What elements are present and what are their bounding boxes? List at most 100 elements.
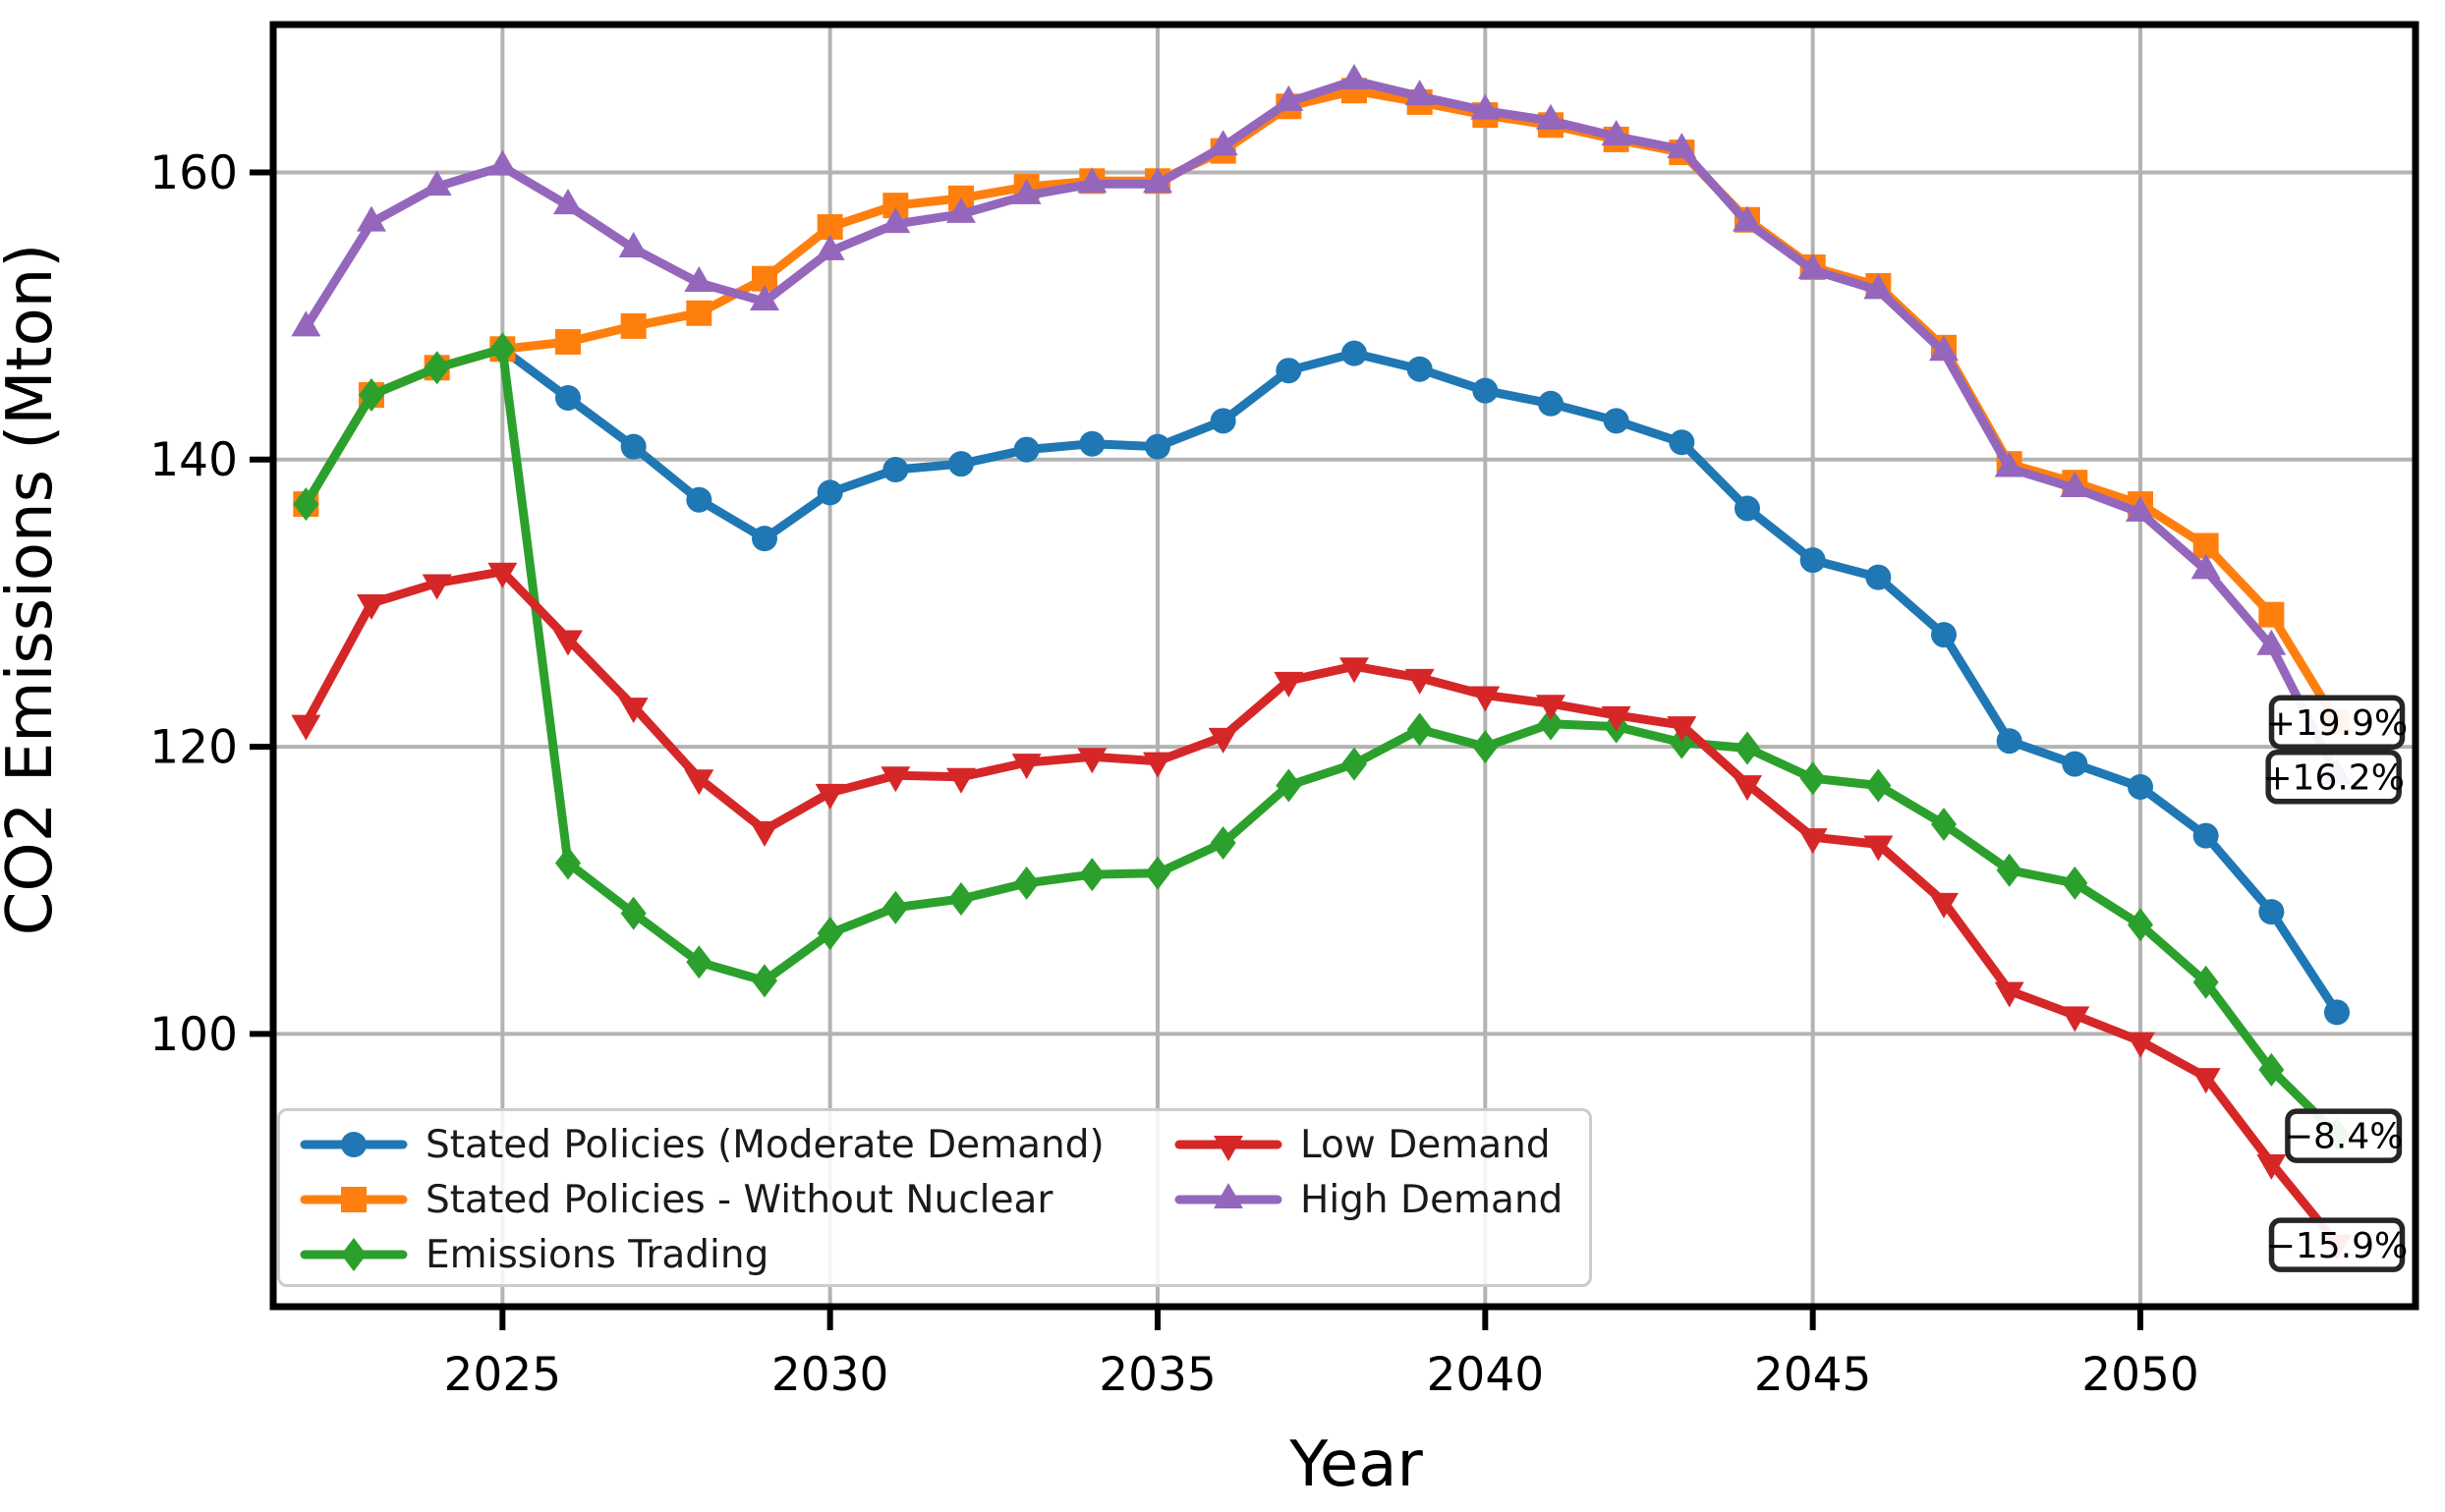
data-point [1079,858,1106,892]
data-point [2190,1068,2221,1094]
data-point [686,486,712,513]
annotation-box [2265,750,2402,805]
annotation-box [2285,1108,2403,1163]
data-point [2192,965,2219,999]
data-point [1929,892,1959,919]
data-point [2128,908,2153,942]
y-tick-label: 140 [149,433,238,487]
data-point [1863,273,1894,300]
data-point [1734,731,1760,765]
data-point [341,1238,367,1271]
legend-item-stated-policies-no-nuclear: Stated Policies - Without Nuclear [300,1172,1174,1227]
end-value-annotation: −15.9% [2266,1217,2408,1272]
data-point [1538,706,1564,741]
x-tick-label: 2050 [2081,1348,2199,1402]
data-point [815,234,845,260]
series-line [301,567,2342,1249]
data-point [1734,495,1760,522]
data-point [948,881,974,916]
data-point [1470,93,1501,120]
data-point [293,487,319,522]
legend-label: High Demand [1300,1177,1564,1222]
axes-layer: 2025 2030 2035 2040 2045 2050 100 120 140 160 [149,21,2419,1402]
data-point [2126,495,2155,522]
data-point [555,846,581,880]
data-point [422,170,452,196]
data-point [1208,130,1238,156]
data-point [1865,564,1892,590]
data-point [1996,853,2022,887]
series-line [301,85,2342,727]
data-point [1276,768,1302,803]
legend-label: Low Demand [1300,1122,1551,1167]
data-point [750,820,779,847]
data-point [553,630,583,656]
data-point [2324,999,2350,1026]
data-point [618,231,649,257]
data-point [487,562,518,588]
data-point [684,769,714,796]
x-tick-label: 2035 [1099,1348,1217,1402]
data-point [1077,748,1108,774]
data-point [620,896,647,930]
data-point [817,479,843,506]
data-point [1210,408,1236,434]
data-point [2128,773,2153,800]
data-point [2062,751,2088,777]
data-point [1470,686,1501,712]
data-point [553,189,583,215]
data-point [359,378,384,413]
data-point [1733,205,1762,232]
x-tick-label: 2025 [444,1348,562,1402]
data-point [1214,1136,1243,1161]
data-point [1210,825,1236,860]
legend-item-stated-policies-moderate: Stated Policies (Moderate Demand) [300,1117,1174,1172]
data-point [422,574,452,600]
end-value-annotation: +19.9% [2266,695,2408,750]
data-point [1931,807,1957,841]
data-point [1797,252,1828,279]
y-axis-label: CO2 Emissions (Mton) [0,244,67,936]
annotation-layer: +19.9% +16.2% −8.4% −15.9% [2262,695,2408,1272]
data-point [1011,754,1042,780]
data-point [1145,433,1170,460]
data-point [881,766,911,793]
line-triangle-down-swatch-icon [1174,1136,1282,1161]
data-point [1013,866,1040,900]
data-point [1669,429,1695,456]
data-point [2258,1052,2285,1087]
data-point [1406,712,1433,747]
data-point [1536,103,1565,130]
data-point [1143,167,1172,194]
data-point [1079,430,1106,457]
data-point [489,332,516,366]
data-point [2256,629,2287,655]
data-point [2190,553,2221,580]
data-point [1472,377,1499,404]
data-point [2192,822,2219,849]
data-point [1472,730,1499,764]
x-axis-label: Year [1288,1428,1423,1501]
data-point [1667,716,1697,743]
data-point [620,312,647,339]
data-point [946,196,976,223]
series-diamond [293,332,2350,1151]
x-tick-label: 2040 [1427,1348,1545,1402]
legend-label: Stated Policies - Without Nuclear [426,1177,1053,1222]
data-point [1341,747,1367,781]
line-triangle-up-swatch-icon [1174,1183,1282,1208]
data-point [1996,728,2022,755]
legend-item-high-demand: High Demand [1174,1172,1567,1227]
data-point [1865,768,1892,803]
data-point [2258,601,2285,628]
data-point [2060,1006,2090,1033]
data-point [1603,408,1629,434]
legend-item-low-demand: Low Demand [1174,1117,1567,1172]
data-point [1536,695,1565,721]
data-point [341,1187,367,1212]
data-point [1601,119,1631,145]
data-point [1145,856,1170,890]
data-point [1143,752,1172,778]
data-point [357,593,386,620]
